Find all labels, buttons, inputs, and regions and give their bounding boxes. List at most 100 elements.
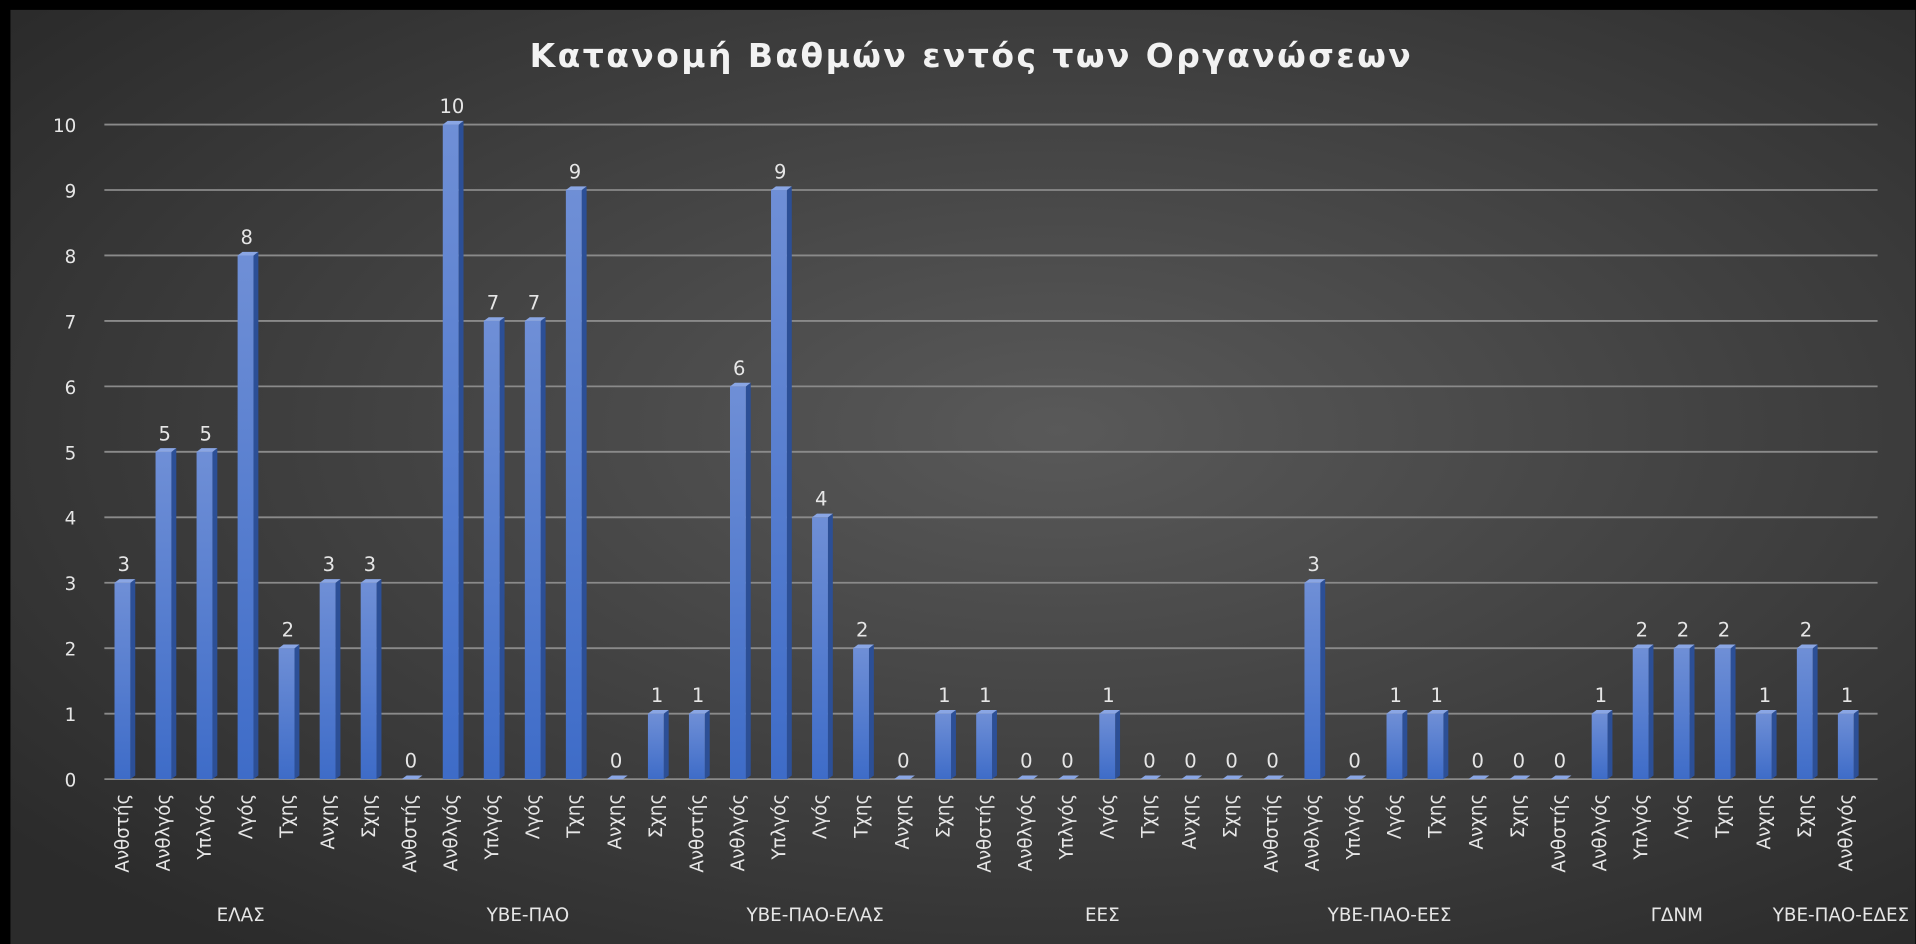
bar-top — [360, 579, 382, 583]
bar-top — [1222, 775, 1244, 780]
value-label: 0 — [1061, 750, 1073, 773]
bar — [976, 713, 993, 780]
group-label: ΕΛΑΣ — [217, 905, 265, 926]
value-label: 3 — [364, 553, 376, 576]
x-tick-label: Ανθστής — [113, 794, 134, 873]
x-tick-label: Σχης — [1508, 794, 1529, 838]
value-label: 0 — [1225, 750, 1237, 773]
x-tick-label: Λγός — [1385, 794, 1406, 839]
bar-top — [114, 579, 136, 583]
y-tick-label: 8 — [65, 247, 77, 268]
value-label: 1 — [938, 684, 950, 707]
value-label: 9 — [569, 160, 581, 183]
y-tick-label: 7 — [65, 312, 77, 333]
value-label: 8 — [241, 226, 253, 249]
group-label: ΥΒΕ-ΠΑΟ-ΕΔΕΣ — [1772, 905, 1909, 926]
y-tick-label: 0 — [65, 771, 77, 792]
bar-side — [1320, 579, 1326, 780]
bar-top — [1468, 775, 1490, 780]
value-label: 0 — [1513, 750, 1525, 773]
x-tick-label: Ανθστής — [1549, 794, 1570, 873]
group-label: ΥΒΕ-ΠΑΟ-ΕΛΑΣ — [745, 905, 883, 926]
x-tick-label: Λγός — [1097, 794, 1118, 839]
bar-side — [951, 710, 956, 780]
x-tick-label: Ανχης — [1467, 794, 1488, 850]
bar-side — [868, 644, 874, 780]
bar-top — [1755, 710, 1777, 714]
bar-top — [1837, 710, 1859, 714]
x-tick-label: Ανθστής — [400, 794, 421, 873]
bar — [524, 320, 541, 780]
bar-side — [458, 120, 464, 780]
bar-top — [524, 317, 546, 321]
x-tick-label: Ανθλγός — [1590, 794, 1611, 872]
value-label: 3 — [117, 553, 129, 576]
bar — [114, 582, 131, 780]
bar-side — [704, 710, 710, 780]
value-label: 0 — [1184, 750, 1196, 773]
value-label: 0 — [1143, 750, 1155, 773]
bar-top — [1345, 775, 1367, 780]
x-tick-label: Τχης — [1138, 794, 1159, 839]
bar-top — [1427, 710, 1449, 714]
bar — [442, 124, 459, 780]
value-label: 2 — [1677, 619, 1689, 642]
bar-top — [1714, 644, 1736, 649]
bar-top — [1632, 644, 1654, 649]
bar — [1755, 713, 1772, 780]
value-label: 3 — [323, 553, 335, 576]
bar-side — [992, 710, 997, 780]
y-tick-label: 3 — [65, 574, 77, 595]
bar-top — [1263, 775, 1285, 780]
bar — [1632, 648, 1649, 780]
value-label: 1 — [1759, 684, 1771, 707]
value-label: 1 — [1389, 684, 1401, 707]
x-tick-label: Ανθλγός — [1303, 794, 1324, 872]
y-tick-label: 2 — [65, 640, 77, 661]
value-label: 0 — [1266, 750, 1278, 773]
bar-top — [1140, 775, 1162, 780]
bar — [278, 648, 295, 780]
value-label: 4 — [815, 488, 827, 511]
bar-top — [812, 513, 833, 518]
bar-top — [155, 448, 177, 452]
value-label: 1 — [1841, 684, 1853, 707]
x-tick-label: Τχης — [564, 794, 585, 839]
bar-side — [663, 710, 669, 780]
value-label: 2 — [1636, 619, 1648, 642]
x-tick-label: Σχης — [1221, 794, 1242, 838]
bar-side — [335, 579, 341, 780]
bar — [729, 386, 746, 780]
bar — [360, 582, 377, 780]
layer: 012345678910Ανθστής3Ανθλγός5Υπλγός5Λγός8… — [53, 95, 1909, 926]
value-label: 2 — [856, 619, 868, 642]
bar-side — [376, 579, 382, 780]
bar-side — [581, 186, 587, 780]
value-label: 5 — [158, 422, 170, 445]
x-tick-label: Υπλγός — [1344, 794, 1365, 861]
bar-top — [1509, 775, 1531, 780]
bar-side — [212, 448, 218, 780]
bar-top — [853, 644, 874, 649]
bar — [1304, 582, 1321, 780]
value-label: 6 — [733, 357, 745, 380]
value-label: 1 — [692, 684, 704, 707]
bar-side — [253, 251, 259, 780]
value-label: 0 — [1348, 750, 1360, 773]
value-label: 1 — [1102, 684, 1114, 707]
x-tick-label: Ανχης — [318, 794, 339, 850]
x-tick-label: Ανχης — [1754, 794, 1775, 850]
x-tick-label: Ανθλγός — [1015, 794, 1036, 872]
bar-top — [237, 251, 259, 256]
x-tick-label: Ανθλγός — [728, 794, 749, 872]
bar-top — [894, 775, 915, 780]
x-tick-label: Ανχης — [605, 794, 626, 850]
value-label: 0 — [1554, 750, 1566, 773]
bar-top — [278, 644, 300, 649]
value-label: 0 — [1472, 750, 1484, 773]
y-tick-label: 1 — [65, 705, 77, 726]
x-tick-label: Σχης — [933, 794, 954, 838]
bar — [1386, 713, 1403, 780]
bar-side — [1443, 710, 1449, 780]
value-label: 7 — [487, 291, 499, 314]
